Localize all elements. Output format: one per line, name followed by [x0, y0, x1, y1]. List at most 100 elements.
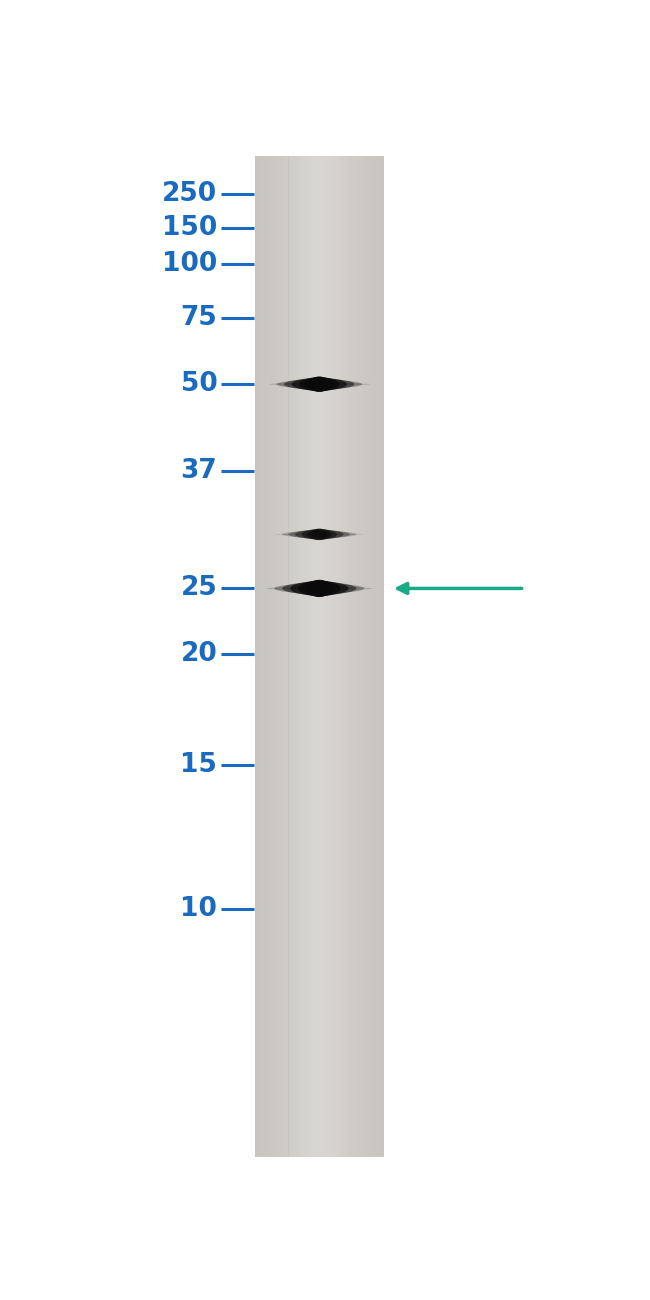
Bar: [299, 156, 300, 1157]
Bar: [379, 156, 380, 1157]
Bar: [312, 156, 313, 1157]
Bar: [369, 156, 370, 1157]
Text: 25: 25: [181, 576, 217, 602]
Bar: [344, 156, 346, 1157]
Bar: [264, 156, 265, 1157]
Bar: [255, 156, 256, 1157]
Ellipse shape: [274, 584, 364, 593]
Bar: [331, 156, 332, 1157]
Bar: [290, 156, 291, 1157]
Bar: [274, 156, 276, 1157]
Ellipse shape: [292, 378, 347, 390]
Text: 10: 10: [181, 896, 217, 922]
Ellipse shape: [295, 529, 343, 539]
Bar: [283, 156, 284, 1157]
Text: 20: 20: [181, 641, 217, 667]
Bar: [311, 156, 312, 1157]
Bar: [279, 156, 280, 1157]
Bar: [352, 156, 353, 1157]
Bar: [382, 156, 384, 1157]
Bar: [255, 156, 384, 1157]
Bar: [338, 156, 339, 1157]
Bar: [334, 156, 335, 1157]
Bar: [321, 156, 322, 1157]
Ellipse shape: [290, 581, 348, 595]
Ellipse shape: [302, 529, 337, 539]
Bar: [372, 156, 374, 1157]
Bar: [322, 156, 323, 1157]
Bar: [341, 156, 343, 1157]
Bar: [300, 156, 302, 1157]
Bar: [307, 156, 308, 1157]
Bar: [272, 156, 274, 1157]
Bar: [285, 156, 287, 1157]
Ellipse shape: [298, 581, 341, 597]
Bar: [280, 156, 281, 1157]
Bar: [377, 156, 378, 1157]
Bar: [325, 156, 326, 1157]
Ellipse shape: [282, 582, 356, 594]
Bar: [374, 156, 375, 1157]
Bar: [256, 156, 257, 1157]
Bar: [277, 156, 278, 1157]
Bar: [296, 156, 297, 1157]
Bar: [302, 156, 304, 1157]
Bar: [281, 156, 282, 1157]
Bar: [332, 156, 333, 1157]
Bar: [349, 156, 350, 1157]
Bar: [291, 156, 292, 1157]
Ellipse shape: [276, 380, 362, 389]
Bar: [310, 156, 311, 1157]
Bar: [297, 156, 298, 1157]
Bar: [287, 156, 289, 1157]
Bar: [348, 156, 349, 1157]
Ellipse shape: [284, 378, 354, 390]
Ellipse shape: [269, 382, 370, 386]
Ellipse shape: [307, 529, 332, 539]
Bar: [313, 156, 315, 1157]
Bar: [343, 156, 344, 1157]
Text: 150: 150: [162, 214, 217, 240]
Bar: [284, 156, 285, 1157]
Text: 75: 75: [181, 306, 217, 332]
Bar: [289, 156, 290, 1157]
Bar: [354, 156, 356, 1157]
Ellipse shape: [275, 533, 363, 536]
Bar: [376, 156, 377, 1157]
Bar: [362, 156, 363, 1157]
Bar: [294, 156, 295, 1157]
Ellipse shape: [304, 580, 334, 597]
Bar: [366, 156, 367, 1157]
Bar: [359, 156, 361, 1157]
Bar: [318, 156, 320, 1157]
Ellipse shape: [299, 377, 339, 391]
Text: 50: 50: [181, 372, 217, 398]
Ellipse shape: [282, 532, 357, 538]
Bar: [351, 156, 352, 1157]
Bar: [267, 156, 268, 1157]
Bar: [378, 156, 379, 1157]
Bar: [364, 156, 365, 1157]
Bar: [295, 156, 296, 1157]
Ellipse shape: [310, 377, 328, 391]
Text: 100: 100: [162, 251, 217, 277]
Bar: [323, 156, 324, 1157]
Bar: [356, 156, 358, 1157]
Bar: [347, 156, 348, 1157]
Bar: [350, 156, 351, 1157]
Bar: [292, 156, 294, 1157]
Bar: [306, 156, 307, 1157]
Ellipse shape: [310, 580, 329, 597]
Bar: [361, 156, 362, 1157]
Text: 15: 15: [181, 751, 217, 777]
Bar: [337, 156, 338, 1157]
Bar: [257, 156, 258, 1157]
Bar: [320, 156, 321, 1157]
Bar: [328, 156, 330, 1157]
Bar: [335, 156, 336, 1157]
Bar: [326, 156, 328, 1157]
Bar: [258, 156, 259, 1157]
Bar: [276, 156, 277, 1157]
Bar: [278, 156, 279, 1157]
Bar: [375, 156, 376, 1157]
